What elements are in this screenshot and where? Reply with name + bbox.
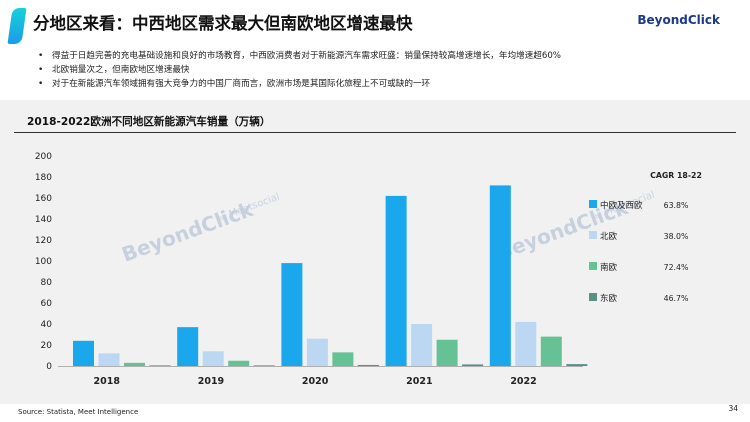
x-axis: 2018 2019 2020 2021 2022 — [94, 376, 537, 387]
brand-logo: BeyondClick — [637, 13, 720, 27]
page-title: 分地区来看：中西地区需求最大但南欧地区增速最快 — [33, 14, 413, 33]
bar-2022-1 — [489, 185, 511, 366]
bar-2021-2 — [411, 324, 433, 366]
bullet-list: 得益于日趋完善的充电基础设施和良好的市场教育，中西欧消费者对于新能源汽车需求旺盛… — [38, 49, 561, 91]
legend-swatch — [589, 200, 597, 208]
bar-2019-4 — [253, 365, 275, 366]
chart-panel — [0, 100, 750, 404]
legend-label: 北欧 — [600, 231, 618, 242]
cagr-value: 46.7% — [664, 294, 689, 303]
y-tick-label: 80 — [41, 278, 53, 288]
bullet-item: 北欧销量次之，但南欧地区增速最快 — [38, 63, 561, 77]
bar-2018-4 — [149, 365, 171, 366]
x-tick-label: 2020 — [302, 376, 329, 387]
bar-2021-3 — [436, 339, 458, 366]
legend-label: 中欧及西欧 — [600, 200, 643, 211]
bar-2022-2 — [515, 321, 537, 366]
y-tick-label: 20 — [41, 341, 53, 351]
x-tick-label: 2018 — [94, 376, 121, 387]
cagr-value: 63.8% — [664, 201, 689, 210]
bar-2018-2 — [98, 353, 120, 366]
bullet-item: 对于在新能源汽车领域拥有强大竞争力的中国厂商而言，欧洲市场是其国际化旅程上不可或… — [38, 77, 561, 91]
y-tick-label: 160 — [35, 194, 52, 204]
y-tick-label: 60 — [41, 299, 53, 309]
chart-title: 2018-2022欧洲不同地区新能源汽车销量（万辆） — [27, 116, 271, 128]
legend-label: 南欧 — [600, 262, 618, 273]
bar-2021-4 — [462, 364, 484, 366]
page-number: 34 — [728, 404, 738, 413]
cagr-value: 38.0% — [664, 232, 689, 241]
bullet-item: 得益于日趋完善的充电基础设施和良好的市场教育，中西欧消费者对于新能源汽车需求旺盛… — [38, 49, 561, 63]
y-tick-label: 180 — [35, 173, 52, 183]
source-note: Source: Statista, Meet Intelligence — [18, 408, 139, 416]
bar-2020-1 — [281, 263, 303, 366]
x-tick-label: 2021 — [406, 376, 432, 387]
legend-label: 东欧 — [600, 293, 618, 304]
legend-swatch — [589, 231, 597, 239]
chart-title-divider — [14, 132, 736, 133]
bar-2021-1 — [385, 195, 407, 366]
bar-2020-4 — [357, 364, 379, 366]
bar-2022-3 — [540, 336, 562, 366]
y-axis: 0 20 40 60 80 100 120 140 160 180 200 — [35, 152, 52, 372]
bar-2022-4 — [566, 364, 588, 366]
watermark-right: BeyondClick by Meetsocial — [494, 190, 657, 265]
y-tick-label: 200 — [35, 152, 52, 162]
x-tick-label: 2019 — [198, 376, 224, 387]
bar-2018-1 — [73, 340, 94, 366]
y-tick-label: 100 — [35, 257, 52, 267]
y-tick-label: 120 — [35, 236, 52, 246]
bar-2018-3 — [124, 362, 145, 366]
cagr-value: 72.4% — [664, 263, 689, 272]
bar-2020-2 — [306, 338, 328, 366]
watermark-by: by — [219, 213, 229, 222]
bar-2019-2 — [202, 351, 224, 366]
cagr-header: CAGR 18-22 — [650, 171, 702, 180]
bar-2019-1 — [177, 327, 199, 366]
y-tick-label: 0 — [46, 362, 52, 372]
legend-swatch — [589, 262, 597, 270]
y-tick-label: 40 — [41, 320, 53, 330]
watermark-by: by — [594, 211, 604, 220]
bar-2020-3 — [332, 352, 354, 366]
watermark-left: BeyondClick by Meetsocial — [119, 192, 282, 267]
legend: CAGR 18-22 中欧及西欧 63.8% 北欧 38.0% 南欧 72.4% 东欧 46.7… — [589, 171, 702, 304]
bars-group — [73, 185, 588, 366]
x-tick-label: 2022 — [510, 376, 536, 387]
y-tick-label: 140 — [35, 215, 52, 225]
legend-swatch — [589, 293, 597, 301]
bar-2019-3 — [228, 360, 250, 366]
